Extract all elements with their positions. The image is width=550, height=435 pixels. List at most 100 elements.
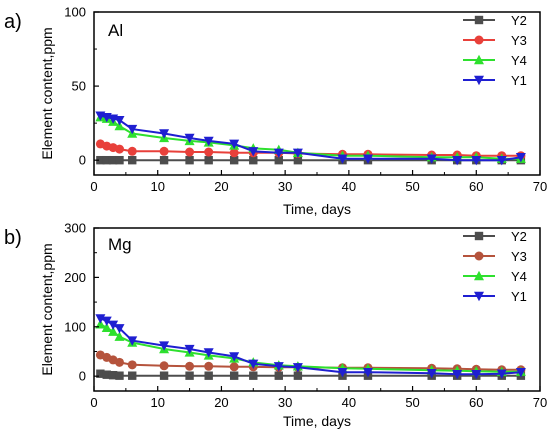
data-point-y2: [159, 371, 169, 380]
data-point-y3: [185, 361, 195, 371]
data-point-y2: [102, 155, 111, 165]
data-point-y3: [204, 361, 214, 371]
legend-label: Y4: [511, 269, 527, 284]
data-point-y2: [159, 155, 169, 165]
y-tick-label: 300: [64, 221, 86, 236]
x-axis-title: Time, days: [283, 201, 351, 217]
data-point-y1: [127, 124, 138, 135]
data-point-y1: [496, 369, 507, 379]
data-point-y1: [362, 368, 373, 378]
x-tick-label: 60: [469, 395, 483, 410]
data-point-y3: [229, 362, 239, 372]
x-tick-label: 60: [469, 179, 483, 194]
data-point-y2: [115, 371, 124, 380]
data-point-y2: [115, 155, 124, 165]
series-group: [95, 111, 526, 166]
y-axis-title: Element content,ppm: [39, 27, 55, 159]
legend-label: Y1: [511, 289, 527, 304]
legend-label: Y2: [511, 229, 527, 244]
data-point-y2: [249, 371, 258, 380]
data-point-y4: [114, 331, 125, 341]
data-point-y1: [114, 324, 125, 334]
data-point-y4: [114, 120, 125, 131]
data-point-y1: [248, 359, 259, 370]
y-tick-label: 0: [79, 153, 86, 168]
data-point-y1: [114, 115, 125, 126]
data-point-y1: [452, 155, 463, 166]
data-point-y1: [184, 344, 195, 355]
data-point-y1: [159, 341, 170, 351]
x-tick-label: 0: [90, 179, 97, 194]
data-point-y4: [95, 319, 106, 329]
data-point-y1: [184, 133, 195, 144]
data-point-y1: [496, 155, 507, 166]
x-tick-label: 30: [278, 395, 292, 410]
data-point-y2: [96, 369, 105, 378]
data-point-y2: [293, 155, 303, 165]
data-point-y1: [471, 155, 482, 166]
data-point-y2: [249, 155, 258, 165]
x-tick-label: 20: [214, 395, 228, 410]
data-point-y1: [95, 314, 106, 324]
data-point-y1: [426, 154, 437, 164]
x-tick-label: 0: [90, 395, 97, 410]
x-tick-label: 40: [342, 395, 356, 410]
legend-marker: [474, 251, 484, 261]
legend-marker: [474, 15, 484, 25]
data-point-y3: [229, 148, 239, 158]
data-point-y2: [274, 371, 283, 380]
data-point-y1: [159, 129, 170, 139]
y-axis-title: Element content,ppm: [39, 243, 55, 375]
data-point-y3: [114, 144, 124, 154]
data-point-y1: [229, 352, 240, 362]
data-point-y1: [203, 136, 214, 147]
data-point-y2: [128, 155, 137, 165]
data-point-y2: [185, 371, 194, 380]
data-point-y3: [127, 360, 137, 370]
y-tick-label: 100: [64, 319, 86, 334]
data-point-y1: [101, 316, 112, 327]
data-point-y2: [293, 371, 303, 380]
data-point-y2: [229, 371, 239, 380]
element-label: Al: [108, 21, 123, 40]
x-axis-title: Time, days: [283, 413, 351, 429]
element-label: Mg: [108, 235, 132, 254]
data-point-y1: [229, 139, 240, 150]
data-point-y1: [426, 369, 437, 379]
data-point-y2: [128, 371, 137, 380]
data-point-y2: [108, 155, 118, 165]
legend-label: Y4: [511, 53, 527, 68]
data-point-y1: [273, 148, 284, 158]
data-point-y1: [273, 362, 284, 372]
data-point-y3: [127, 146, 137, 156]
data-point-y2: [274, 155, 283, 165]
data-point-y1: [292, 148, 303, 158]
data-point-y2: [204, 155, 213, 165]
data-point-y1: [337, 154, 348, 164]
x-tick-label: 70: [533, 395, 547, 410]
data-point-y3: [159, 146, 169, 156]
chart-panel-1: 0 10 20 30 40 50 60 70 0 50 100 Time, days Element c…: [4, 5, 547, 218]
data-point-y3: [114, 357, 124, 367]
data-point-y1: [203, 348, 214, 358]
legend: Y2 Y3 Y4 Y1: [463, 13, 527, 88]
data-point-y1: [108, 320, 119, 331]
data-point-y4: [101, 322, 112, 332]
panel-label: a): [4, 11, 22, 33]
data-point-y1: [248, 147, 259, 157]
data-point-y1: [362, 154, 373, 164]
data-point-y1: [515, 153, 526, 163]
legend-marker: [474, 54, 484, 65]
data-point-y1: [471, 370, 482, 380]
legend-marker: [474, 75, 484, 86]
legend-label: Y2: [511, 13, 527, 28]
y-tick-label: 0: [79, 369, 86, 384]
x-tick-label: 50: [405, 395, 419, 410]
data-point-y3: [204, 147, 214, 157]
data-point-y1: [515, 368, 526, 378]
data-point-y2: [102, 370, 111, 379]
legend-marker: [474, 270, 484, 281]
x-tick-label: 30: [278, 179, 292, 194]
data-point-y2: [108, 370, 118, 380]
chart-panel-2: 0 10 20 30 40 50 60 70 0 100 200 300 Time, days Eleme…: [4, 221, 547, 430]
